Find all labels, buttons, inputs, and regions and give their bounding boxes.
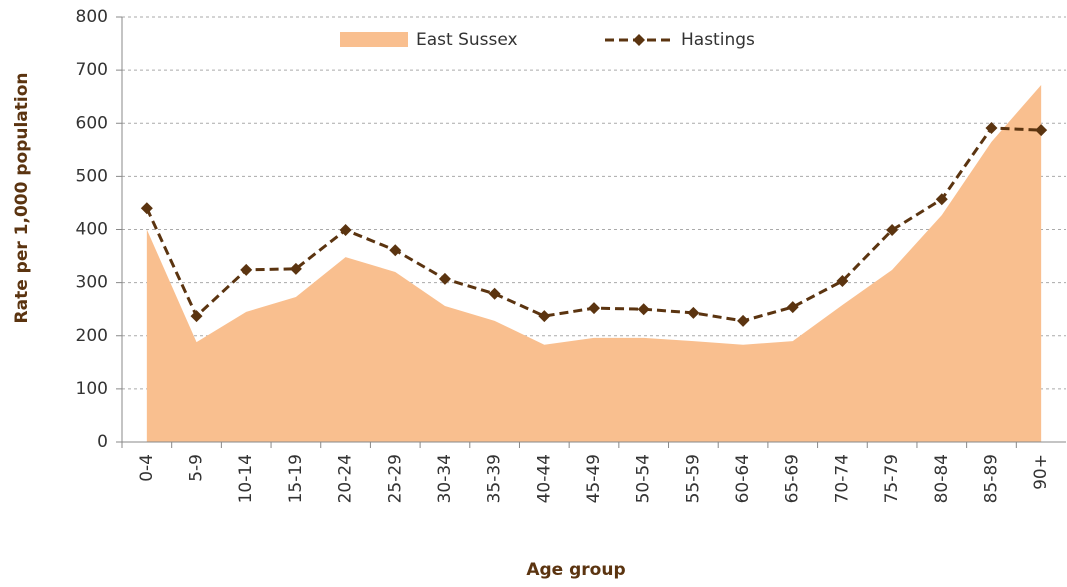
x-tick-label: 20-24 [336, 454, 356, 503]
x-tick-label: 65-69 [783, 454, 803, 503]
legend-swatch [340, 32, 408, 47]
marker [985, 122, 998, 135]
marker [687, 306, 700, 319]
x-tick-label: 15-19 [286, 454, 306, 503]
y-tick-label: 800 [76, 7, 108, 27]
area [146, 85, 1042, 442]
marker [538, 310, 551, 323]
marker [935, 193, 948, 206]
marker [737, 314, 750, 327]
legend-marker [633, 34, 645, 46]
x-tick-label: 30-34 [435, 454, 455, 503]
y-tick-label: 0 [97, 432, 108, 452]
x-tick-label: 50-54 [634, 454, 654, 503]
x-tick-label: 10-14 [236, 454, 256, 503]
y-tick-label: 700 [76, 60, 108, 80]
x-tick-label: 90+ [1031, 454, 1051, 490]
x-tick-label: 70-74 [832, 454, 852, 503]
marker [836, 275, 849, 288]
x-tick-label: 60-64 [733, 454, 753, 503]
legend-label: Hastings [681, 30, 755, 50]
y-tick-label: 100 [76, 379, 108, 399]
x-tick-label: 5-9 [187, 454, 207, 482]
marker [588, 302, 600, 315]
x-axis-title: Age group [526, 560, 625, 580]
y-tick-label: 500 [76, 166, 108, 186]
y-tick-label: 600 [76, 113, 108, 133]
marker [289, 262, 302, 275]
marker [1035, 124, 1048, 137]
x-tick-label: 45-49 [584, 454, 604, 503]
x-tick-label: 0-4 [137, 454, 157, 482]
marker [140, 202, 153, 215]
marker [389, 244, 402, 257]
marker [886, 224, 899, 237]
y-axis-title: Rate per 1,000 population [12, 73, 32, 324]
marker [488, 287, 501, 300]
x-tick-label: 25-29 [385, 454, 405, 503]
marker [438, 272, 451, 285]
x-tick-label: 55-59 [683, 454, 703, 503]
marker [637, 303, 650, 316]
marker [190, 310, 203, 323]
y-tick-label: 200 [76, 326, 108, 346]
marker [240, 263, 253, 276]
y-tick-label: 300 [76, 273, 108, 293]
y-tick-label: 400 [76, 220, 108, 240]
legend-label: East Sussex [416, 30, 518, 50]
x-tick-label: 75-79 [882, 454, 902, 503]
x-tick-label: 40-44 [534, 454, 554, 503]
x-tick-label: 85-89 [981, 454, 1001, 503]
marker [786, 301, 799, 314]
marker [339, 224, 352, 237]
x-tick-label: 35-39 [485, 454, 505, 503]
x-tick-label: 80-84 [932, 454, 952, 503]
